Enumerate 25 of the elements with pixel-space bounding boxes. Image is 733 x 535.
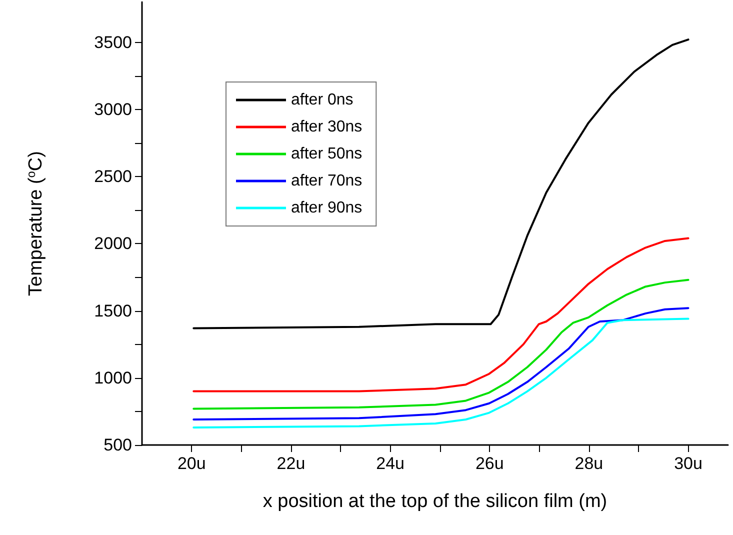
x-axis-title: x position at the top of the silicon film (m) xyxy=(262,491,608,512)
y-tick-label: 3000 xyxy=(94,100,132,119)
y-tick-label: 500 xyxy=(104,436,132,454)
y-tick-label: 1500 xyxy=(94,301,132,320)
legend-label: after 70ns xyxy=(291,172,362,190)
x-tick-label: 28u xyxy=(574,454,604,473)
line-series xyxy=(192,278,690,410)
legend-label: after 50ns xyxy=(291,146,362,162)
legend-label: after 90ns xyxy=(291,200,362,216)
x-tick-label: 22u xyxy=(276,454,306,473)
x-tick-label: 26u xyxy=(475,454,504,473)
legend-label: after 0ns xyxy=(291,92,354,108)
line-series xyxy=(192,237,690,392)
y-tick-label: 2000 xyxy=(94,234,132,254)
legend-label: after 30ns xyxy=(291,118,362,136)
x-tick-label: 30u xyxy=(674,454,702,473)
y-tick-label: 1000 xyxy=(94,368,132,388)
y-tick-label: 2500 xyxy=(94,167,132,186)
line-series xyxy=(192,38,690,330)
x-tick-label: 20u xyxy=(177,454,206,473)
y-axis-title: Temperature (oC) xyxy=(24,151,46,296)
line-series xyxy=(192,318,690,429)
y-tick-label: 3500 xyxy=(94,32,132,52)
x-tick-label: 24u xyxy=(376,454,404,473)
line-series xyxy=(192,307,690,420)
